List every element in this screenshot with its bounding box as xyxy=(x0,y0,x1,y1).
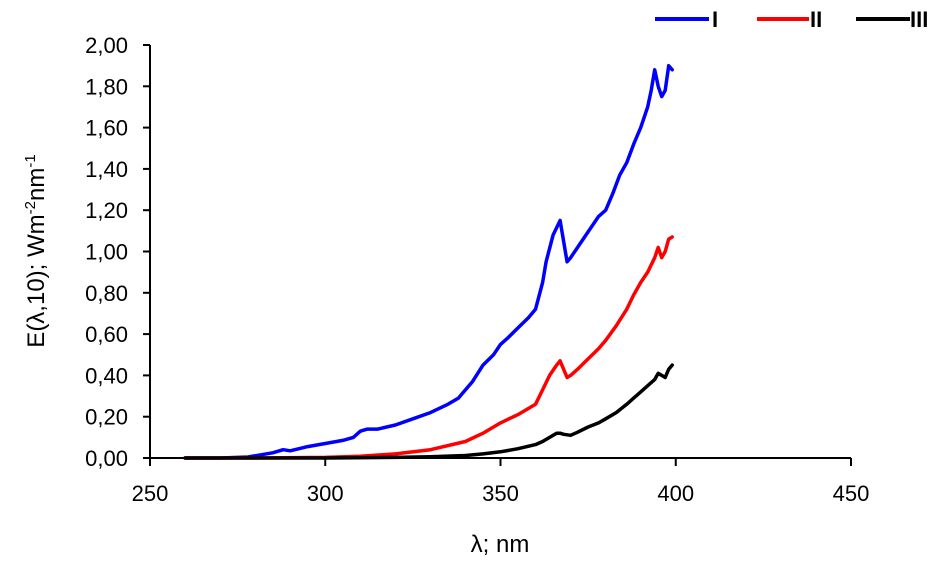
x-tick-label: 450 xyxy=(833,481,870,506)
y-tick-label: 0,40 xyxy=(85,363,128,388)
y-tick-label: 2,00 xyxy=(85,33,128,58)
y-tick-label: 0,00 xyxy=(85,446,128,471)
y-tick-label: 0,60 xyxy=(85,322,128,347)
legend: I II III xyxy=(655,7,928,32)
y-axis-title: E(λ,10); Wm-2nm-1 xyxy=(22,154,50,347)
y-axis-ticks: 0,00 0,20 0,40 0,60 0,80 1,00 1,20 1,40 1,60 1,80… xyxy=(85,33,150,471)
x-tick-label: 250 xyxy=(132,481,169,506)
series-line-I xyxy=(183,63,674,460)
y-tick-label: 0,80 xyxy=(85,281,128,306)
legend-label-II: II xyxy=(810,7,822,32)
legend-label-I: I xyxy=(712,7,718,32)
y-axis-title-sup2: -1 xyxy=(22,154,39,167)
x-axis-ticks: 250 300 350 400 450 xyxy=(132,458,870,506)
legend-label-III: III xyxy=(910,7,928,32)
y-tick-label: 1,80 xyxy=(85,74,128,99)
series-layer xyxy=(183,63,674,460)
x-tick-label: 350 xyxy=(482,481,519,506)
y-axis-title-mid: nm xyxy=(23,168,50,201)
y-tick-label: 1,00 xyxy=(85,240,128,265)
series-line-II xyxy=(183,235,674,460)
y-tick-label: 1,40 xyxy=(85,157,128,182)
x-tick-label: 400 xyxy=(657,481,694,506)
y-tick-label: 0,20 xyxy=(85,405,128,430)
y-tick-label: 1,60 xyxy=(85,116,128,141)
y-axis-title-sup1: -2 xyxy=(22,201,39,214)
x-axis-title: λ; nm xyxy=(471,531,530,558)
y-tick-label: 1,20 xyxy=(85,198,128,223)
series-line-III xyxy=(183,363,674,460)
x-tick-label: 300 xyxy=(307,481,344,506)
y-axis-title-main: E(λ,10); Wm xyxy=(23,214,50,347)
